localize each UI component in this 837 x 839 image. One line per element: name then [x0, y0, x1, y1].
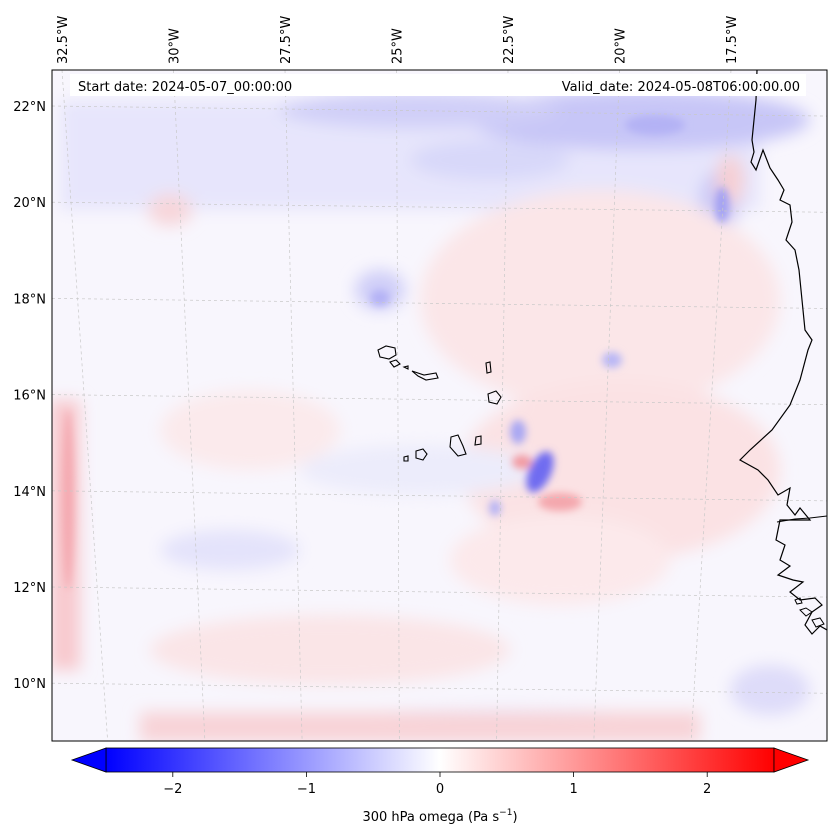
- map-area: [52, 70, 827, 741]
- latitude-tick-label: 20°N: [13, 196, 46, 211]
- omega-moderate-ascent: [625, 115, 685, 135]
- omega-ascent-patch: [730, 665, 810, 715]
- meridian-line: [61, 70, 108, 741]
- colorbar-tick-label: 1: [569, 782, 577, 797]
- cape-verde-islands: [377, 345, 502, 462]
- africa-coastline: [739, 70, 827, 635]
- omega-moderate-ascent: [510, 420, 526, 444]
- omega-ascent-patch: [160, 530, 300, 570]
- longitude-tick-label: 20°W: [614, 28, 629, 64]
- omega-strong-features: [62, 115, 729, 590]
- omega-strong-descent: [538, 493, 582, 511]
- island-santa-luzia: [402, 365, 409, 370]
- omega-moderate-ascent: [489, 500, 501, 516]
- meridian-line: [690, 70, 732, 741]
- valid-date-label: Valid_date: 2024-05-08T06:00:00.00: [562, 80, 800, 95]
- longitude-tick-label: 27.5°W: [279, 16, 294, 64]
- longitude-labels: 32.5°W 30°W 27.5°W 25°W 22.5°W 20°W 17.5°W: [56, 16, 740, 64]
- colorbar-tick-label: −2: [163, 782, 182, 797]
- graticule: [52, 70, 827, 741]
- omega-strong-descent: [512, 455, 532, 469]
- map-frame: [51, 69, 828, 742]
- latitude-tick-label: 12°N: [13, 581, 46, 596]
- island-sao-vicente: [389, 359, 401, 368]
- colorbar-label-exponent: −1: [499, 808, 512, 818]
- latitude-tick-label: 16°N: [13, 389, 46, 404]
- colorbar-ticks: −2 −1 0 1 2: [163, 772, 711, 797]
- island-santiago: [449, 434, 467, 457]
- longitude-tick-label: 17.5°W: [725, 16, 740, 64]
- longitude-tick-label: 30°W: [168, 28, 183, 64]
- omega-descent-patch: [160, 390, 340, 470]
- latitude-tick-label: 14°N: [13, 485, 46, 500]
- meridian-line: [496, 70, 509, 741]
- colorbar-tick-label: 0: [436, 782, 444, 797]
- omega-moderate-ascent: [602, 352, 622, 368]
- meridian-line: [173, 70, 206, 741]
- gambia-river-coast: [776, 515, 827, 523]
- island-sal: [485, 361, 492, 374]
- island-fogo: [415, 448, 428, 461]
- guinea-bissau-islands: [794, 597, 825, 628]
- longitude-tick-label: 32.5°W: [56, 16, 71, 64]
- meridian-line: [593, 70, 620, 741]
- omega-descent-patch: [420, 190, 780, 410]
- omega-west-strip: [62, 410, 74, 590]
- colorbar-extend-max: [773, 747, 810, 773]
- island-boa-vista: [487, 390, 502, 405]
- latitude-tick-label: 22°N: [13, 100, 46, 115]
- latitude-labels: 22°N 20°N 18°N 16°N 14°N 12°N 10°N: [13, 100, 46, 692]
- longitude-tick-label: 22.5°W: [502, 16, 517, 64]
- latitude-tick-label: 18°N: [13, 292, 46, 307]
- omega-strong-ascent: [526, 451, 554, 493]
- colorbar: −2 −1 0 1 2 300 hPa omega (Pa s−1): [70, 747, 810, 825]
- omega-moderate-ascent: [370, 290, 390, 306]
- colorbar-gradient: [105, 747, 775, 773]
- island-sao-nicolau: [411, 370, 439, 381]
- island-maio: [474, 435, 482, 446]
- omega-ascent-patch: [410, 140, 570, 180]
- colorbar-extend-min: [70, 747, 107, 773]
- meridian-line: [284, 70, 303, 741]
- start-date-label: Start date: 2024-05-07_00:00:00: [78, 80, 292, 95]
- omega-north-ascent-2: [280, 92, 560, 128]
- date-header-box: [70, 74, 806, 96]
- colorbar-tick-label: −1: [297, 782, 316, 797]
- omega-descent-patch: [460, 380, 780, 560]
- omega-descent-patch: [148, 194, 192, 226]
- omega-descent-patch: [450, 515, 670, 605]
- longitude-tick-label: 25°W: [391, 28, 406, 64]
- omega-south-boundary: [140, 712, 700, 741]
- omega-moderate-ascent: [715, 187, 729, 223]
- omega-descent-patch: [150, 615, 510, 685]
- latitude-tick-label: 10°N: [13, 677, 46, 692]
- island-brava: [403, 455, 409, 462]
- meridian-line: [396, 70, 400, 741]
- colorbar-tick-label: 2: [703, 782, 711, 797]
- island-santo-antao: [377, 345, 397, 360]
- colorbar-label: 300 hPa omega (Pa s−1): [362, 808, 517, 825]
- omega-ascent-patch: [300, 445, 540, 495]
